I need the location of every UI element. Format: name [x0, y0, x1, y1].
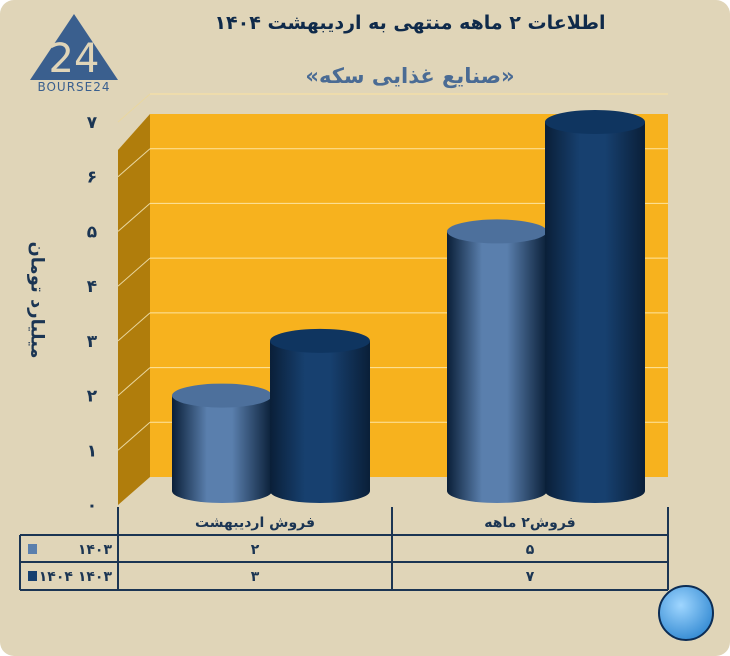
bar-0-1	[447, 231, 547, 491]
y-tick-label: ۲	[87, 387, 98, 407]
y-axis-label-text: میلیارد تومان	[26, 241, 48, 359]
bar-top	[545, 110, 645, 134]
bar-bottom	[545, 479, 645, 503]
category-label: فروش۲ ماهه	[484, 515, 575, 531]
gridline-side	[117, 203, 151, 232]
bar-top	[270, 328, 370, 353]
y-tick-label: ۱	[87, 441, 97, 461]
gridline-side	[117, 312, 151, 342]
bar-bottom	[172, 479, 272, 503]
svg-text:24: 24	[49, 36, 100, 82]
legend-label: ۱۴۰۳	[78, 542, 113, 558]
gridline-side	[117, 421, 151, 451]
y-tick-label: ۷	[87, 113, 98, 133]
gridline-side	[117, 93, 151, 123]
trend-chart-icon[interactable]	[658, 585, 714, 641]
y-tick-label: ۶	[87, 168, 97, 188]
data-label: ۷	[526, 569, 535, 585]
y-tick-label: ۴	[87, 277, 97, 297]
bar-bottom	[270, 479, 370, 503]
bar-1-1	[545, 122, 645, 491]
y-tick-label: ۰	[87, 496, 97, 516]
bar-0-0	[172, 395, 272, 491]
logo-text: BOURSE24	[37, 80, 111, 94]
chart-subtitle: «صنایع غذایی سکه»	[305, 64, 515, 88]
bar-top	[172, 383, 272, 408]
gridline-side	[117, 367, 151, 396]
bar-bottom	[447, 479, 547, 503]
legend-swatch	[28, 544, 37, 554]
gridline-side	[117, 257, 151, 287]
legend-swatch	[28, 571, 37, 581]
y-tick-label: ۵	[87, 222, 97, 242]
bourse24-logo: 24	[30, 14, 118, 82]
data-label: ۵	[526, 542, 535, 558]
y-axis-label: میلیارد تومان	[12, 240, 62, 360]
chart-title: اطلاعات ۲ ماهه منتهی به اردیبهشت ۱۴۰۴	[214, 12, 606, 34]
bar-1-0	[270, 340, 370, 491]
data-label: ۲	[251, 542, 260, 558]
side-wall	[118, 114, 150, 505]
gridline-side	[117, 148, 151, 178]
bar-top	[447, 219, 547, 244]
y-tick-label: ۳	[87, 332, 98, 352]
category-label: فروش اردیبهشت	[195, 515, 315, 531]
data-label: ۳	[251, 569, 260, 585]
legend-label: ۱۴۰۳ ۱۴۰۴	[39, 569, 113, 585]
